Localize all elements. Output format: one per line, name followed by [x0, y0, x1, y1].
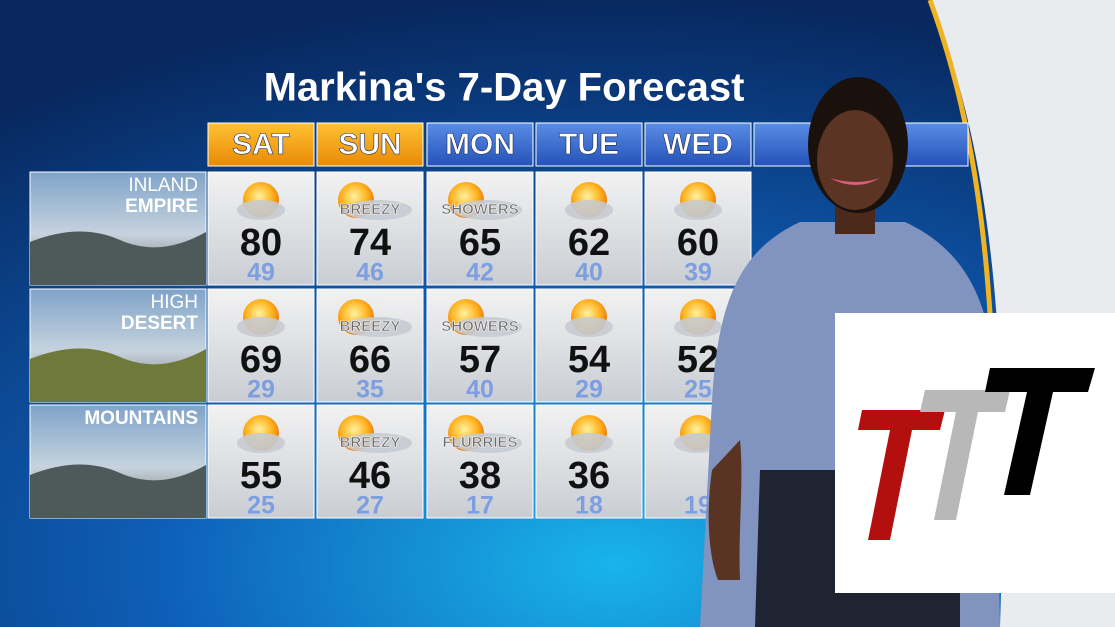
day-header: [426, 122, 534, 167]
cloud-icon: [237, 433, 285, 453]
high-temp: 69: [240, 339, 282, 381]
region-label: INLAND: [128, 175, 198, 196]
region-terrain: [30, 464, 206, 518]
high-temp: 52: [677, 339, 719, 381]
high-temp: 74: [349, 222, 391, 264]
cloud-icon: [454, 433, 522, 453]
condition-label: BREEZY: [340, 318, 401, 335]
region-label: EMPIRE: [125, 196, 198, 217]
low-temp: 39: [684, 259, 712, 287]
high-temp: 55: [240, 455, 282, 497]
day-label: SUN: [338, 128, 401, 161]
low-temp: 29: [247, 376, 275, 404]
region-label: DESERT: [121, 313, 198, 334]
low-temp: 49: [247, 259, 275, 287]
cloud-icon: [454, 200, 522, 220]
region-terrain: [30, 348, 206, 402]
low-temp: 40: [466, 376, 494, 404]
channel-logo: [835, 313, 1115, 593]
cloud-icon: [237, 317, 285, 337]
low-temp: 25: [247, 492, 275, 520]
high-temp: 62: [568, 222, 610, 264]
low-temp: 27: [356, 492, 384, 520]
low-temp: 40: [575, 259, 603, 287]
condition-label: SHOWERS: [441, 318, 519, 335]
cloud-icon: [565, 317, 613, 337]
region-label: MOUNTAINS: [84, 408, 198, 429]
low-temp: 35: [356, 376, 384, 404]
high-temp: 46: [349, 455, 391, 497]
day-label: MON: [445, 128, 515, 161]
title: Markina's 7-Day Forecast: [264, 66, 745, 110]
high-temp: 38: [459, 455, 501, 497]
cloud-icon: [674, 317, 722, 337]
cloud-icon: [344, 433, 412, 453]
region-row: HIGHDESERT6929BREEZY6635SHOWERS574054295…: [29, 288, 752, 404]
high-temp: 60: [677, 222, 719, 264]
region-label: HIGH: [151, 292, 199, 313]
cloud-icon: [674, 200, 722, 220]
region-terrain: [30, 231, 206, 285]
cloud-icon: [237, 200, 285, 220]
day-header: [535, 122, 643, 167]
low-temp: 18: [575, 492, 603, 520]
high-temp: 57: [459, 339, 501, 381]
day-label: TUE: [559, 128, 619, 161]
region-row: INLANDEMPIRE8049BREEZY7446SHOWERS6542624…: [29, 171, 752, 287]
cloud-icon: [344, 317, 412, 337]
condition-label: BREEZY: [340, 434, 401, 451]
high-temp: 65: [459, 222, 501, 264]
cloud-icon: [454, 317, 522, 337]
day-label: WED: [663, 128, 733, 161]
day-label: SAT: [232, 128, 290, 161]
cloud-icon: [565, 433, 613, 453]
low-temp: 29: [575, 376, 603, 404]
day-header: [316, 122, 424, 167]
cloud-icon: [565, 200, 613, 220]
forecast-grid: SAT SUN MON TUE WEDINLANDEMPIRE8049BREEZY744…: [29, 122, 752, 520]
high-temp: 80: [240, 222, 282, 264]
high-temp: 36: [568, 455, 610, 497]
day-header: [207, 122, 315, 167]
condition-label: BREEZY: [340, 201, 401, 218]
day-header: [644, 122, 752, 167]
high-temp: 66: [349, 339, 391, 381]
low-temp: 17: [466, 492, 494, 520]
low-temp: 25: [684, 376, 712, 404]
cloud-icon: [344, 200, 412, 220]
high-temp: 54: [568, 339, 610, 381]
condition-label: FLURRIES: [443, 434, 518, 451]
condition-label: SHOWERS: [441, 201, 519, 218]
low-temp: 42: [466, 259, 494, 287]
low-temp: 46: [356, 259, 384, 287]
